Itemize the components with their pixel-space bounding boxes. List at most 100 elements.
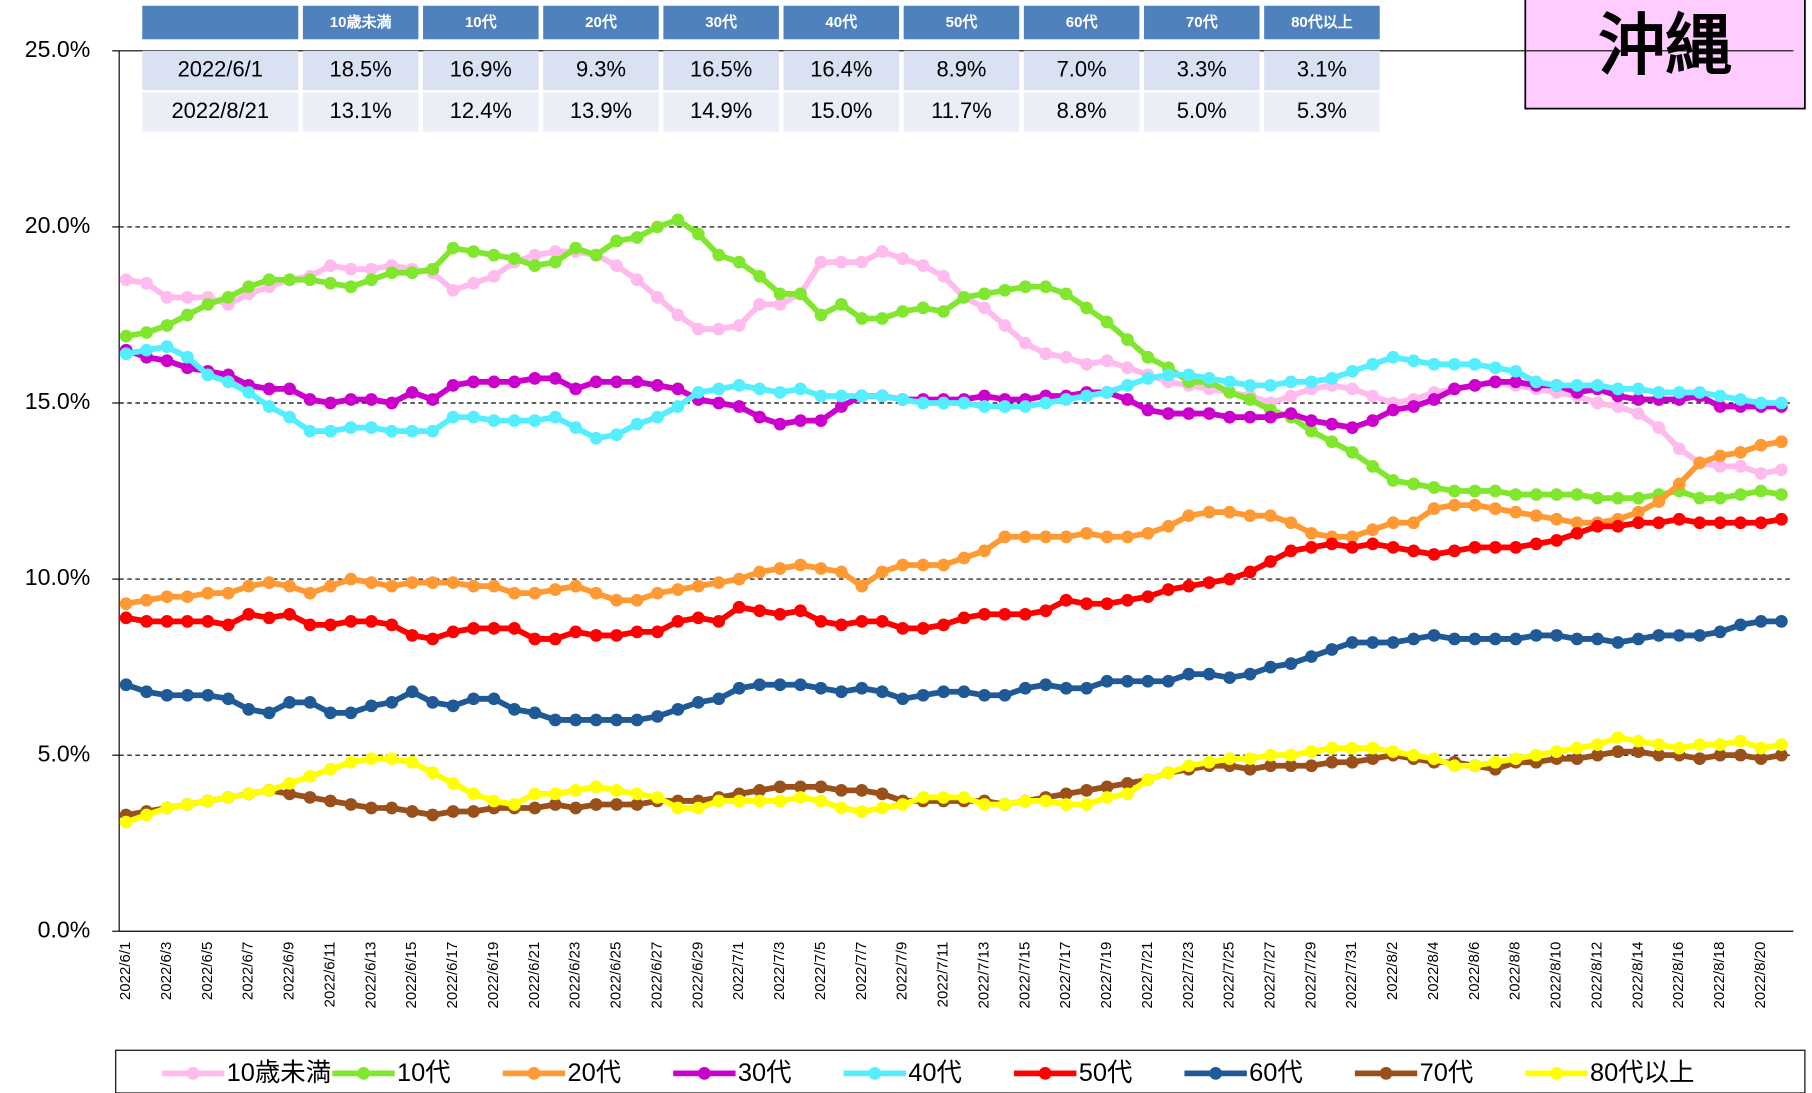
- data-point: [1509, 505, 1523, 519]
- data-point: [1243, 752, 1257, 766]
- data-point: [487, 414, 501, 427]
- data-point: [998, 283, 1012, 297]
- data-point: [753, 298, 766, 311]
- data-point: [1570, 752, 1584, 766]
- data-point: [1775, 488, 1788, 501]
- data-point: [978, 389, 991, 403]
- data-point: [651, 410, 664, 424]
- data-point: [1632, 407, 1645, 420]
- x-tick-label: 2022/6/23: [567, 942, 584, 1009]
- data-point: [753, 604, 766, 618]
- data-point: [201, 368, 215, 382]
- data-point: [1754, 484, 1768, 498]
- data-point: [160, 319, 174, 332]
- table-cell: [903, 50, 1020, 91]
- data-point: [1734, 734, 1747, 748]
- table-value: 7.0%: [1057, 56, 1107, 81]
- data-point: [1243, 379, 1257, 392]
- x-tick-label: 2022/7/15: [1016, 942, 1033, 1009]
- data-point: [712, 322, 726, 336]
- data-point: [1325, 371, 1339, 385]
- data-point: [344, 572, 358, 586]
- data-point: [835, 389, 848, 403]
- data-point: [242, 280, 256, 294]
- data-point: [467, 622, 480, 635]
- data-point: [712, 382, 726, 396]
- data-point: [569, 241, 583, 255]
- data-point: [1754, 741, 1768, 755]
- data-point: [753, 784, 766, 797]
- data-point: [1529, 629, 1543, 642]
- data-point: [1488, 484, 1502, 498]
- data-point: [324, 762, 337, 776]
- data-point: [181, 361, 194, 375]
- data-point: [1488, 541, 1502, 554]
- data-point: [1161, 407, 1175, 420]
- data-point: [426, 766, 440, 780]
- data-point: [916, 558, 930, 572]
- data-point: [467, 787, 480, 801]
- data-point: [1509, 488, 1523, 501]
- data-point: [610, 593, 623, 607]
- data-point: [548, 787, 562, 801]
- data-point: [1591, 738, 1604, 751]
- data-point: [467, 375, 480, 389]
- data-point: [875, 787, 889, 801]
- data-point: [1243, 762, 1257, 776]
- data-point: [324, 259, 337, 273]
- data-point: [794, 678, 807, 692]
- data-point: [1652, 386, 1666, 399]
- x-tick-label: 2022/6/29: [689, 942, 706, 1009]
- data-point: [875, 614, 889, 628]
- data-point: [1018, 280, 1032, 294]
- data-point: [1407, 354, 1420, 368]
- data-point: [1018, 400, 1032, 413]
- data-point: [1550, 512, 1563, 526]
- data-point: [1570, 516, 1584, 530]
- data-point: [1529, 488, 1543, 501]
- data-point: [1182, 368, 1196, 382]
- data-point: [1039, 396, 1053, 410]
- legend-marker: [1550, 1067, 1563, 1080]
- data-point: [487, 794, 501, 808]
- x-tick-label: 2022/7/17: [1057, 942, 1074, 1009]
- data-point: [262, 706, 276, 720]
- data-point: [446, 699, 460, 713]
- data-point: [344, 614, 358, 628]
- data-point: [1264, 410, 1277, 424]
- data-point: [855, 614, 869, 628]
- data-point: [978, 688, 991, 702]
- data-point: [1345, 421, 1359, 435]
- data-point: [181, 308, 194, 322]
- data-point: [569, 579, 583, 593]
- data-point: [119, 347, 133, 361]
- data-point: [1693, 456, 1707, 470]
- data-point: [1570, 488, 1584, 501]
- data-point: [916, 622, 930, 635]
- data-point: [1754, 516, 1768, 530]
- data-point: [630, 273, 644, 287]
- data-point: [242, 579, 256, 593]
- data-point: [1018, 607, 1032, 621]
- data-point: [160, 290, 174, 304]
- data-point: [528, 371, 542, 385]
- table-value: 3.3%: [1177, 56, 1227, 81]
- data-point: [1693, 386, 1707, 399]
- y-tick-label: 15.0%: [25, 388, 90, 414]
- x-tick-label: 2022/8/6: [1466, 942, 1483, 1000]
- data-point: [385, 396, 399, 410]
- data-point: [1509, 752, 1523, 766]
- data-point: [569, 382, 583, 396]
- table-cell: [1023, 50, 1140, 91]
- data-point: [753, 565, 766, 579]
- data-point: [364, 699, 378, 713]
- data-point: [1018, 681, 1032, 695]
- data-point: [1468, 632, 1482, 646]
- data-point: [1059, 530, 1073, 544]
- data-point: [835, 801, 848, 815]
- data-point: [1202, 576, 1216, 589]
- data-point: [1305, 650, 1318, 663]
- data-point: [426, 393, 440, 406]
- table-header-cell: [903, 5, 1020, 40]
- x-tick-label: 2022/6/17: [444, 942, 461, 1009]
